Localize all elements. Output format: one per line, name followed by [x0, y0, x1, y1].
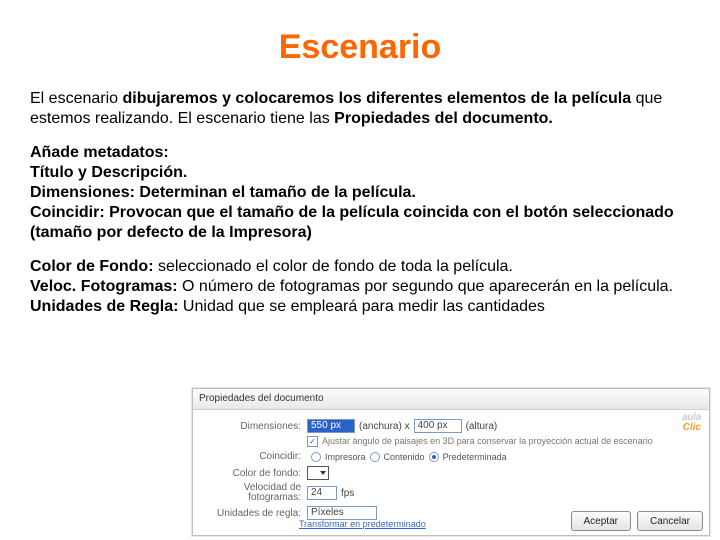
bgcolor-swatch[interactable] [307, 466, 329, 480]
slide: Escenario El escenario dibujaremos y col… [0, 0, 720, 540]
row-coincidir: Coincidir: Impresora Contenido Predeterm… [201, 451, 701, 462]
ruler-select[interactable]: Píxeles [307, 506, 377, 520]
height-suffix: (altura) [466, 421, 498, 432]
label-veloc-fotogramas: Veloc. Fotogramas: [30, 278, 178, 295]
page-title: Escenario [30, 28, 690, 67]
row-dimensions: Dimensiones: 550 px (anchura) x 400 px (… [201, 419, 701, 433]
label-color-fondo: Color de Fondo: [30, 258, 154, 275]
text: El escenario [30, 90, 123, 107]
checkbox-3d-label: Ajustar ángulo de paisajes en 3D para co… [322, 436, 653, 446]
radio-contenido[interactable] [370, 452, 380, 462]
radio-predeterminada-label: Predeterminada [443, 452, 507, 462]
row-framerate: Velocidad de fotogramas: 24 fps [201, 483, 701, 503]
cancel-button[interactable]: Cancelar [637, 511, 703, 531]
text: Unidad que se empleará para medir las ca… [178, 298, 544, 315]
label-coincidir: Coincidir: [30, 204, 105, 221]
text: O número de fotogramas por segundo que a… [178, 278, 673, 295]
radio-impresora-label: Impresora [325, 452, 366, 462]
framerate-unit: fps [341, 488, 354, 499]
bgcolor-label: Color de fondo: [201, 468, 307, 479]
body-text: El escenario dibujaremos y colocaremos l… [30, 89, 690, 317]
coincidir-label: Coincidir: [201, 451, 307, 462]
paragraph-settings: Color de Fondo: seleccionado el color de… [30, 257, 690, 317]
aulaclic-logo: aula Clic [682, 413, 701, 433]
text: Determinan el tamaño de la película. [135, 184, 416, 201]
line-titulo-desc: Título y Descripción. [30, 164, 187, 181]
radio-impresora[interactable] [311, 452, 321, 462]
text-bold: Propiedades del documento. [334, 110, 553, 127]
dialog-titlebar: Propiedades del documento [193, 389, 709, 410]
text-bold: dibujaremos y colocaremos los diferentes… [123, 90, 632, 107]
dimensions-label: Dimensiones: [201, 421, 307, 432]
label-dimensiones: Dimensiones: [30, 184, 135, 201]
ruler-label: Unidades de regla: [201, 508, 307, 519]
width-input[interactable]: 550 px [307, 419, 355, 433]
radio-predeterminada[interactable] [429, 452, 439, 462]
width-suffix: (anchura) x [359, 421, 410, 432]
paragraph-metadata: Añade metadatos: Título y Descripción. D… [30, 143, 690, 243]
checkbox-3d-adjust[interactable]: ✓ [307, 436, 318, 447]
framerate-label: Velocidad de fotogramas: [201, 483, 307, 503]
line-metadatos: Añade metadatos: [30, 144, 169, 161]
paragraph-intro: El escenario dibujaremos y colocaremos l… [30, 89, 690, 129]
label-unidades-regla: Unidades de Regla: [30, 298, 178, 315]
logo-text-bottom: Clic [683, 422, 701, 433]
row-3d-adjust: ✓ Ajustar ángulo de paisajes en 3D para … [201, 436, 701, 447]
transform-default-link[interactable]: Transformar en predeterminado [299, 519, 426, 529]
ok-button[interactable]: Aceptar [571, 511, 631, 531]
framerate-input[interactable]: 24 [307, 486, 337, 500]
text: Provocan que el tamaño de la película co… [30, 204, 674, 241]
text: seleccionado el color de fondo de toda l… [154, 258, 513, 275]
radio-contenido-label: Contenido [384, 452, 425, 462]
properties-dialog: Propiedades del documento aula Clic Dime… [192, 388, 710, 536]
height-input[interactable]: 400 px [414, 419, 462, 433]
row-bgcolor: Color de fondo: [201, 466, 701, 480]
dialog-footer: Aceptar Cancelar [571, 511, 704, 531]
